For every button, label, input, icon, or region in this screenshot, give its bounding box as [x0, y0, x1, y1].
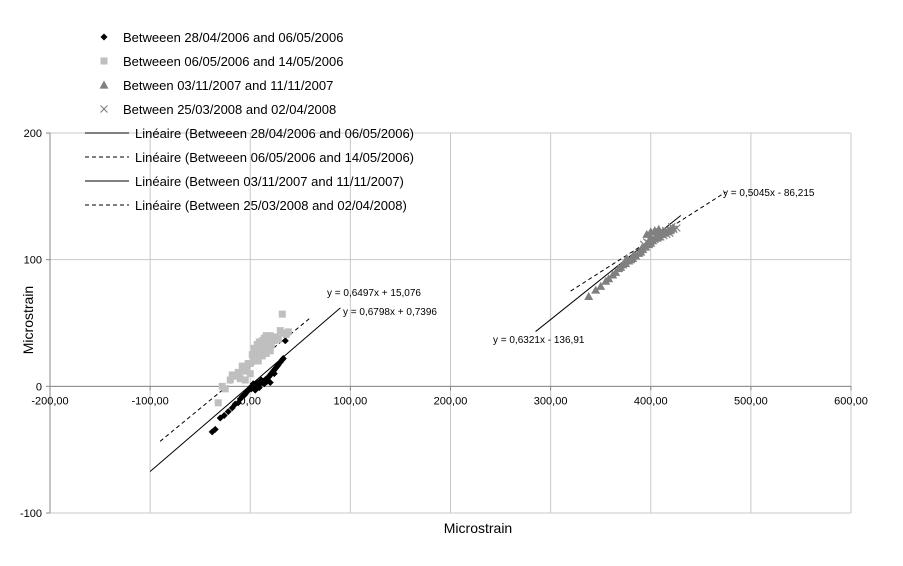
data-point: [637, 243, 647, 252]
data-point: [655, 227, 664, 236]
y-tick-label: -100: [20, 508, 42, 520]
legend-item: Linéaire (Between 25/03/2008 and 02/04/2…: [85, 198, 407, 213]
legend-item: Linéaire (Betweeen 28/04/2006 and 06/05/…: [85, 126, 414, 141]
data-point: [262, 332, 270, 340]
legend-marker: [100, 105, 108, 113]
y-axis-title: Microstrain: [20, 286, 36, 354]
labels-layer: -200,00 -100,00 0,00 100,00 200,00 300,00 400,…: [20, 128, 868, 520]
data-point: [278, 310, 286, 318]
data-point: [224, 408, 232, 416]
data-point: [236, 375, 244, 383]
legend-item: Between 03/11/2007 and 11/11/2007: [99, 78, 333, 93]
data-point: [642, 229, 652, 238]
data-point: [241, 376, 249, 384]
trendline-equation: y = 0,6497x + 15,076: [327, 288, 421, 299]
data-point: [661, 226, 670, 235]
data-point: [672, 224, 681, 232]
data-point: [262, 349, 270, 357]
data-point: [234, 368, 242, 376]
x-tick-label: 400,00: [634, 395, 668, 407]
legend-item: Linéaire (Between 03/11/2007 and 11/11/2…: [85, 174, 404, 189]
data-point: [211, 425, 219, 433]
data-point: [649, 229, 658, 237]
x-tick-label: 300,00: [534, 395, 568, 407]
legend-marker: [99, 80, 109, 89]
data-point: [238, 362, 246, 370]
data-point: [629, 250, 639, 259]
legend-item: Between 25/03/2008 and 02/04/2008: [100, 102, 336, 117]
legend-marker: [100, 57, 108, 65]
x-tick-label: 500,00: [734, 395, 768, 407]
data-point: [256, 348, 264, 356]
data-point: [231, 372, 239, 380]
data-point: [622, 253, 632, 262]
legend-marker: [100, 33, 108, 41]
axes-layer: [46, 132, 852, 514]
y-tick-label: 200: [24, 128, 42, 140]
x-axis-title: Microstrain: [444, 520, 512, 536]
data-point: [266, 379, 274, 387]
legend-label: Linéaire (Between 03/11/2007 and 11/11/2…: [135, 174, 404, 189]
data-point: [596, 281, 606, 290]
data-point: [220, 411, 228, 419]
data-point: [270, 370, 278, 378]
y-tick-label: 0: [36, 381, 42, 393]
data-point: [665, 229, 674, 237]
data-point: [263, 343, 271, 351]
data-point: [255, 384, 263, 392]
x-tick-label: 600,00: [834, 395, 868, 407]
data-point: [254, 357, 262, 365]
legend-label: Between 25/03/2008 and 02/04/2008: [123, 102, 336, 117]
data-point: [258, 352, 266, 360]
legend-label: Linéaire (Betweeen 28/04/2006 and 06/05/…: [135, 126, 414, 141]
data-point: [242, 363, 250, 371]
x-tick-label: 200,00: [434, 395, 468, 407]
data-point: [281, 337, 289, 345]
data-point: [591, 285, 601, 294]
x-tick-label: 100,00: [334, 395, 368, 407]
points-layer: [208, 222, 681, 436]
data-point: [251, 353, 259, 361]
trendline-equation: y = 0,5045x - 86,215: [723, 188, 815, 199]
data-point: [270, 337, 278, 345]
legend-label: Linéaire (Between 25/03/2008 and 02/04/2…: [135, 198, 407, 213]
data-point: [279, 354, 287, 362]
data-point: [214, 399, 222, 407]
data-point: [261, 339, 269, 347]
data-point: [284, 328, 292, 336]
data-point: [240, 367, 248, 375]
x-tick-label: -200,00: [31, 395, 68, 407]
x-tick-label: 0,00: [240, 395, 261, 407]
data-point: [226, 376, 234, 384]
legend-item: Betweeen 28/04/2006 and 06/05/2006: [100, 30, 343, 45]
legend-item: Betweeen 06/05/2006 and 14/05/2006: [100, 54, 343, 69]
data-point: [266, 347, 274, 355]
data-point: [584, 291, 594, 300]
data-point: [267, 341, 275, 349]
trendline-equation: y = 0,6321x - 136,91: [493, 335, 585, 346]
legend-label: Betweeen 06/05/2006 and 14/05/2006: [123, 54, 343, 69]
legend-item: Linéaire (Betweeen 06/05/2006 and 14/05/…: [85, 150, 414, 165]
data-point: [274, 335, 282, 343]
legend-label: Linéaire (Betweeen 06/05/2006 and 14/05/…: [135, 150, 414, 165]
legend: Betweeen 28/04/2006 and 06/05/2006 Betwee…: [85, 30, 414, 213]
x-tick-label: -100,00: [131, 395, 168, 407]
data-point: [246, 360, 254, 368]
trendline-layer: [149, 191, 727, 472]
trendline-equation: y = 0,6798x + 0,7396: [343, 307, 437, 318]
legend-label: Betweeen 28/04/2006 and 06/05/2006: [123, 30, 343, 45]
y-tick-label: 100: [24, 255, 42, 267]
data-point: [667, 222, 676, 231]
data-point: [221, 385, 229, 393]
legend-label: Between 03/11/2007 and 11/11/2007: [123, 78, 333, 93]
data-point: [246, 370, 254, 378]
